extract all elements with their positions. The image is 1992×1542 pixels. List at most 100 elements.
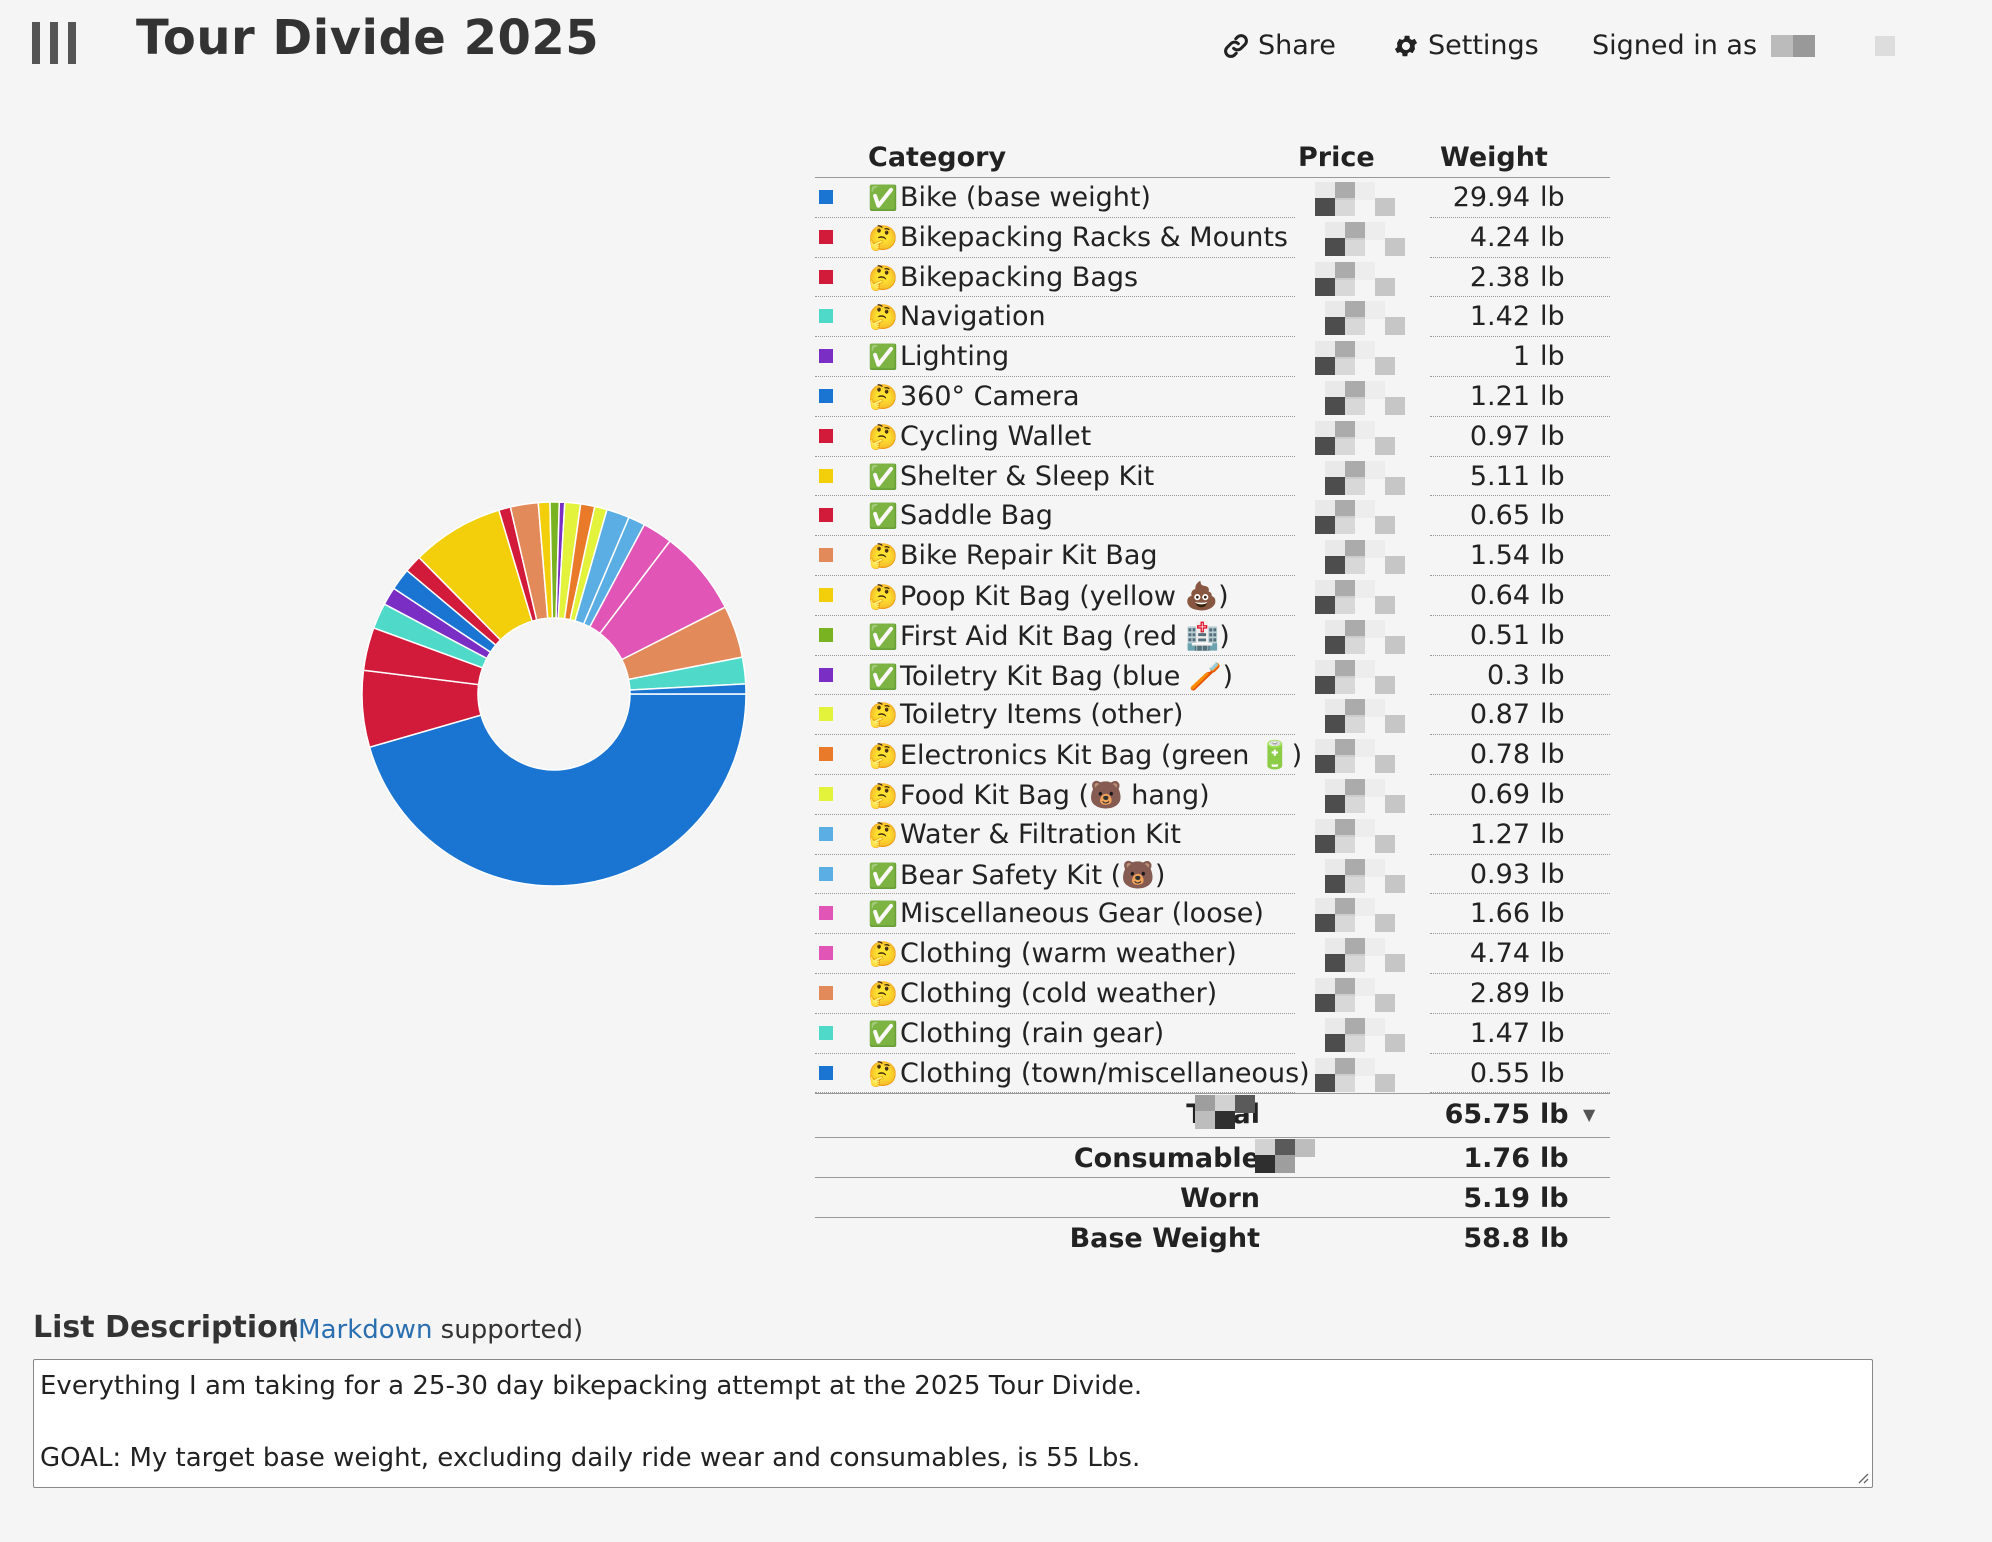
weight-value: 2.89 — [1469, 977, 1530, 1009]
category-name[interactable]: ✅Shelter & Sleep Kit — [868, 461, 1154, 492]
table-row[interactable]: 🤔Cycling Wallet 0.97 lb — [815, 417, 1610, 457]
checkmark-icon: ✅ — [868, 1019, 898, 1048]
table-row[interactable]: ✅Lighting 1 lb — [815, 337, 1610, 377]
description-line-1: Everything I am taking for a 25-30 day b… — [40, 1371, 1143, 1401]
table-row[interactable]: 🤔Bikepacking Bags 2.38 lb — [815, 258, 1610, 298]
table-row[interactable]: 🤔Water & Filtration Kit 1.27 lb — [815, 815, 1610, 855]
category-name[interactable]: ✅Bike (base weight) — [868, 182, 1151, 213]
table-row[interactable]: 🤔Bike Repair Kit Bag 1.54 lb — [815, 536, 1610, 576]
category-label: Miscellaneous Gear (loose) — [900, 898, 1264, 930]
table-row[interactable]: 🤔Navigation 1.42 lb — [815, 297, 1610, 338]
weight-unit: lb — [1540, 221, 1565, 253]
share-button[interactable]: Share — [1222, 30, 1336, 61]
category-color-swatch — [819, 946, 833, 961]
weight-value: 4.74 — [1469, 938, 1530, 970]
price-redacted — [1315, 858, 1415, 893]
weight-value: 0.65 — [1469, 500, 1530, 532]
weight-unit: lb — [1540, 977, 1565, 1009]
table-row[interactable]: ✅Miscellaneous Gear (loose) 1.66 lb — [815, 894, 1610, 935]
category-name[interactable]: 🤔Bike Repair Kit Bag — [868, 540, 1158, 571]
table-row[interactable]: ✅Bike (base weight) 29.94 lb — [815, 178, 1610, 218]
donut-slice[interactable] — [629, 683, 747, 695]
table-row[interactable]: 🤔Clothing (cold weather) 2.89 lb — [815, 974, 1610, 1014]
settings-button[interactable]: Settings — [1392, 30, 1539, 61]
weight-unit: lb — [1540, 818, 1565, 850]
summary-value: 1.76 — [1463, 1143, 1530, 1175]
category-name[interactable]: 🤔Cycling Wallet — [868, 421, 1091, 452]
category-label: Toiletry Items (other) — [900, 699, 1184, 731]
caret-down-icon[interactable]: ▼ — [1583, 1105, 1596, 1125]
category-name[interactable]: 🤔Navigation — [868, 301, 1046, 332]
table-row[interactable]: ✅Bear Safety Kit (🐻) 0.93 lb — [815, 855, 1610, 895]
category-name[interactable]: 🤔360° Camera — [868, 381, 1080, 412]
category-name[interactable]: ✅Miscellaneous Gear (loose) — [868, 898, 1264, 929]
resize-handle-icon[interactable] — [1855, 1470, 1869, 1484]
category-name[interactable]: 🤔Clothing (town/miscellaneous) — [868, 1058, 1310, 1089]
markdown-link[interactable]: Markdown — [298, 1315, 433, 1345]
table-row[interactable]: 🤔360° Camera 1.21 lb — [815, 377, 1610, 417]
redacted-username[interactable] — [1771, 34, 1816, 57]
category-name[interactable]: ✅Bear Safety Kit (🐻) — [868, 859, 1165, 891]
price-redacted — [1315, 818, 1415, 853]
table-row[interactable]: ✅Shelter & Sleep Kit 5.11 lb — [815, 457, 1610, 497]
table-row[interactable]: 🤔Food Kit Bag (🐻 hang) 0.69 lb — [815, 775, 1610, 815]
thinking-face-icon: 🤔 — [868, 979, 898, 1008]
category-color-swatch — [819, 1065, 833, 1080]
list-description-title: List Description — [33, 1310, 300, 1345]
category-label: Clothing (warm weather) — [900, 938, 1237, 970]
weight-value: 0.55 — [1469, 1057, 1530, 1089]
category-name[interactable]: ✅First Aid Kit Bag (red 🏥) — [868, 620, 1230, 652]
thinking-face-icon: 🤔 — [868, 701, 898, 730]
weight-unit: lb — [1540, 261, 1565, 293]
summary-value: 5.19 — [1463, 1183, 1530, 1215]
table-row[interactable]: ✅Saddle Bag 0.65 lb — [815, 496, 1610, 537]
weight-value: 5.11 — [1469, 460, 1530, 492]
category-name[interactable]: ✅Saddle Bag — [868, 500, 1053, 531]
price-redacted — [1315, 739, 1415, 774]
weight-value: 1.54 — [1469, 540, 1530, 572]
category-name[interactable]: ✅Clothing (rain gear) — [868, 1018, 1164, 1049]
table-row[interactable]: 🤔Bikepacking Racks & Mounts 4.24 lb — [815, 218, 1610, 258]
table-row[interactable]: 🤔Poop Kit Bag (yellow 💩) 0.64 lb — [815, 576, 1610, 616]
category-name[interactable]: 🤔Clothing (cold weather) — [868, 978, 1217, 1009]
category-name[interactable]: ✅Lighting — [868, 341, 1009, 372]
donut-slice[interactable] — [368, 693, 747, 887]
category-label: 360° Camera — [900, 380, 1080, 412]
category-color-swatch — [819, 428, 833, 443]
summary-row-worn: Worn 5.19 lb — [815, 1177, 1610, 1217]
price-redacted — [1315, 898, 1415, 933]
category-name[interactable]: 🤔Water & Filtration Kit — [868, 819, 1181, 850]
hamburger-menu-icon[interactable] — [32, 22, 76, 64]
thinking-face-icon: 🤔 — [868, 223, 898, 252]
summary-label: Base Weight — [1069, 1223, 1260, 1255]
category-name[interactable]: 🤔Electronics Kit Bag (green 🔋) — [868, 739, 1302, 771]
weight-value: 4.24 — [1469, 221, 1530, 253]
weight-value: 0.51 — [1469, 619, 1530, 651]
markdown-note-rest: supported) — [432, 1315, 584, 1345]
category-name[interactable]: 🤔Food Kit Bag (🐻 hang) — [868, 779, 1210, 811]
category-label: Food Kit Bag (🐻 hang) — [900, 779, 1210, 811]
category-name[interactable]: 🤔Toiletry Items (other) — [868, 699, 1183, 730]
category-name[interactable]: 🤔Poop Kit Bag (yellow 💩) — [868, 580, 1229, 612]
weight-unit: lb — [1540, 739, 1565, 771]
category-name[interactable]: 🤔Bikepacking Racks & Mounts — [868, 222, 1288, 253]
summary-unit: lb — [1540, 1223, 1569, 1255]
table-row[interactable]: ✅First Aid Kit Bag (red 🏥) 0.51 lb — [815, 616, 1610, 656]
price-redacted — [1315, 699, 1415, 734]
table-row[interactable]: ✅Toiletry Kit Bag (blue 🪥) 0.3 lb — [815, 656, 1610, 696]
description-line-2: GOAL: My target base weight, excluding d… — [40, 1443, 1141, 1473]
table-row[interactable]: 🤔Clothing (town/miscellaneous) 0.55 lb — [815, 1054, 1610, 1094]
table-row[interactable]: 🤔Toiletry Items (other) 0.87 lb — [815, 695, 1610, 736]
markdown-note: (Markdown supported) — [288, 1315, 583, 1345]
list-description-textarea[interactable]: Everything I am taking for a 25-30 day b… — [33, 1359, 1873, 1488]
weight-unit: lb — [1540, 938, 1565, 970]
table-body: ✅Bike (base weight) 29.94 lb 🤔Bikepacking R… — [815, 178, 1610, 1094]
weight-value: 1.42 — [1469, 301, 1530, 333]
table-row[interactable]: 🤔Electronics Kit Bag (green 🔋) 0.78 lb — [815, 735, 1610, 775]
category-name[interactable]: 🤔Clothing (warm weather) — [868, 938, 1237, 969]
weight-value: 0.97 — [1469, 420, 1530, 452]
category-name[interactable]: ✅Toiletry Kit Bag (blue 🪥) — [868, 660, 1233, 692]
table-row[interactable]: 🤔Clothing (warm weather) 4.74 lb — [815, 934, 1610, 974]
category-name[interactable]: 🤔Bikepacking Bags — [868, 262, 1138, 293]
table-row[interactable]: ✅Clothing (rain gear) 1.47 lb — [815, 1014, 1610, 1054]
